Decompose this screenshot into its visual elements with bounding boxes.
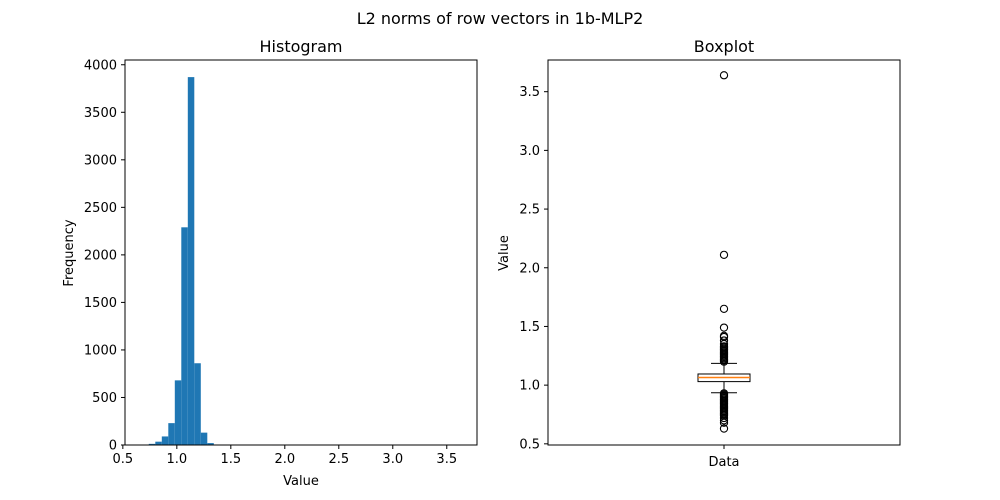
y-tick-label: 2500 <box>84 201 117 216</box>
histogram-bars <box>135 77 461 446</box>
histogram-bar <box>200 432 208 445</box>
histogram-bar <box>168 423 175 445</box>
histogram-x-label: Value <box>283 474 319 489</box>
y-tick-label: 2.0 <box>519 261 540 276</box>
histogram-frame <box>124 59 478 446</box>
boxplot-title: Boxplot <box>694 37 754 56</box>
x-tick-label: 3.5 <box>436 452 457 467</box>
histogram-bar <box>174 380 182 445</box>
histogram-axes: Histogram 0.5 1.0 1.5 2.0 2.5 3.0 3.5 0 500 1000… <box>62 37 478 489</box>
x-tick-label: Data <box>708 455 739 470</box>
boxplot-outliers <box>719 71 729 433</box>
boxplot-x-ticks: Data <box>708 445 740 470</box>
boxplot-outlier <box>719 416 729 425</box>
boxplot-y-label: Value <box>497 235 512 271</box>
histogram-bar <box>187 77 195 445</box>
histogram-y-ticks: 0 500 1000 1500 2000 2500 3000 3500 4000 <box>84 58 125 454</box>
y-tick-label: 2.5 <box>519 203 540 218</box>
boxplot-outlier <box>719 357 729 366</box>
boxplot-outlier <box>719 424 729 433</box>
x-tick-label: 2.5 <box>328 452 349 467</box>
histogram-bar <box>161 436 169 445</box>
boxplot-outlier <box>719 418 729 427</box>
x-tick-label: 3.0 <box>382 452 403 467</box>
histogram-x-ticks: 0.5 1.0 1.5 2.0 2.5 3.0 3.5 <box>112 445 457 467</box>
y-tick-label: 3500 <box>84 106 117 121</box>
x-tick-label: 1.0 <box>166 452 187 467</box>
histogram-bar <box>148 443 156 445</box>
histogram-bar <box>155 441 162 445</box>
y-tick-label: 500 <box>92 391 117 406</box>
boxplot-frame <box>547 59 901 446</box>
histogram-bar <box>194 363 201 445</box>
histogram-y-label: Frequency <box>62 219 77 286</box>
histogram-bar <box>181 227 188 445</box>
y-tick-label: 1500 <box>84 296 117 311</box>
boxplot-axes: Boxplot Data 0.5 1.0 1.5 2.0 2.5 3.0 3.5 Value <box>497 37 901 470</box>
y-tick-label: 1000 <box>84 343 117 358</box>
y-tick-label: 1.5 <box>519 320 540 335</box>
boxplot-outlier <box>719 304 729 313</box>
y-tick-label: 2000 <box>84 248 117 263</box>
x-tick-label: 0.5 <box>112 452 133 467</box>
histogram-title: Histogram <box>260 37 343 56</box>
boxplot-outlier <box>719 413 729 423</box>
histogram-bar <box>207 443 214 445</box>
boxplot-outlier <box>719 323 729 332</box>
boxplot-outlier <box>719 71 729 80</box>
y-tick-label: 1.0 <box>519 379 540 394</box>
boxplot-y-ticks: 0.5 1.0 1.5 2.0 2.5 3.0 3.5 <box>519 85 548 452</box>
boxplot-body <box>697 362 751 394</box>
figure-title: L2 norms of row vectors in 1b-MLP2 <box>357 9 644 28</box>
y-tick-label: 0.5 <box>519 437 540 452</box>
y-tick-label: 3.0 <box>519 144 540 159</box>
x-tick-label: 1.5 <box>220 452 241 467</box>
boxplot-outlier <box>719 250 729 259</box>
y-tick-label: 3.5 <box>519 85 540 100</box>
y-tick-label: 4000 <box>84 58 117 73</box>
x-tick-label: 2.0 <box>274 452 295 467</box>
y-tick-label: 0 <box>109 439 117 454</box>
y-tick-label: 3000 <box>84 153 117 168</box>
